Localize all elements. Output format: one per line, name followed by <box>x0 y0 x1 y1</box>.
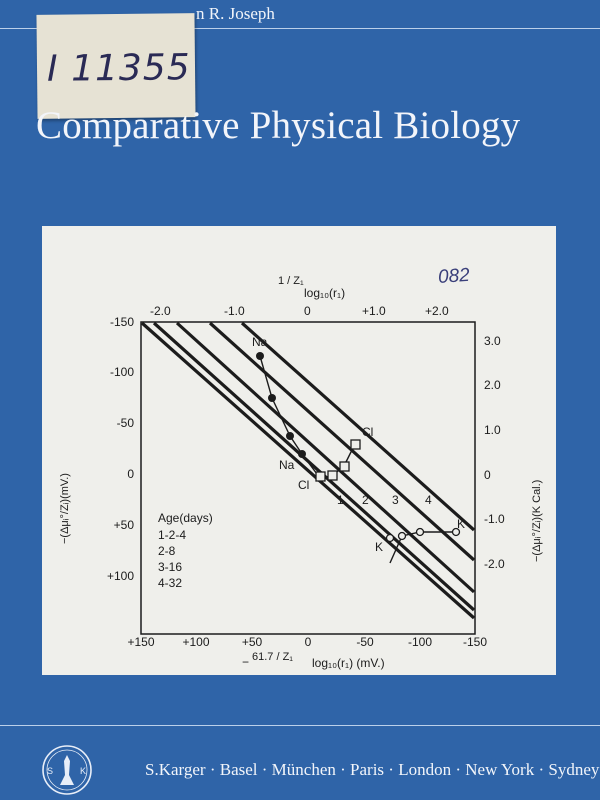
top-tick: +2.0 <box>425 304 449 318</box>
left-tick: +50 <box>114 518 135 532</box>
ion-label-k: K <box>375 540 383 554</box>
author-name: n R. Joseph <box>196 4 275 23</box>
legend-item: 4-32 <box>158 576 182 590</box>
cl-marker <box>339 461 350 472</box>
na-markers <box>256 352 306 458</box>
ion-label-k: K <box>457 517 465 531</box>
bottom-axis-fraction: 61.7 / Z₁ <box>252 651 293 663</box>
plot-frame <box>140 321 476 635</box>
left-tick: +100 <box>107 569 134 583</box>
handwritten-note: 082 <box>437 265 471 288</box>
left-tick: -100 <box>110 365 134 379</box>
cover-figure: Na Na Cl Cl K K 1 2 3 4 -2.0 -1.0 0 +1.0… <box>42 226 556 675</box>
top-tick: -1.0 <box>224 304 245 318</box>
bottom-axis-label: log₁₀(r₁) (mV.) <box>312 656 385 670</box>
bottom-rule <box>0 725 600 726</box>
right-tick: 0 <box>484 468 491 482</box>
k-markers <box>385 527 461 543</box>
line-c <box>175 321 476 594</box>
line-a <box>140 321 476 620</box>
cl-marker <box>315 471 326 482</box>
book-title: Comparative Physical Biology <box>36 104 521 147</box>
bottom-tick: 0 <box>305 635 312 649</box>
line-number: 2 <box>362 493 369 507</box>
publisher-imprint: S.Karger · Basel · München · Paris · Lon… <box>145 760 600 779</box>
right-axis: 3.0 2.0 1.0 0 -1.0 -2.0 <box>484 334 505 571</box>
legend-item: 3-16 <box>158 560 182 574</box>
left-tick: -150 <box>110 315 134 329</box>
right-tick: 3.0 <box>484 334 501 348</box>
cl-marker <box>350 439 361 450</box>
top-rule <box>0 28 600 29</box>
na-marker <box>286 432 294 440</box>
ion-label-na: Na <box>252 335 268 349</box>
k-marker <box>415 527 425 537</box>
diagonal-lines <box>140 321 476 620</box>
top-tick: -2.0 <box>150 304 171 318</box>
figure-svg: Na Na Cl Cl K K 1 2 3 4 -2.0 -1.0 0 +1.0… <box>59 265 543 670</box>
cl-path <box>319 443 356 479</box>
top-axis-fraction: 1 / Z₁ <box>278 275 304 287</box>
left-tick: 0 <box>127 467 134 481</box>
right-tick: -1.0 <box>484 512 505 526</box>
k-marker <box>451 527 461 537</box>
left-axis-label: −(Δμᵢ°/Zᵢ)(mV.) <box>59 473 71 544</box>
right-tick: 2.0 <box>484 378 501 392</box>
bottom-axis: +150 +100 +50 0 -50 -100 -150 <box>127 635 487 649</box>
bottom-tick: +150 <box>127 635 154 649</box>
k-marker <box>397 531 407 541</box>
top-axis: -2.0 -1.0 0 +1.0 +2.0 <box>150 304 449 318</box>
legend-title: Age(days) <box>158 511 213 525</box>
ion-label-cl: Cl <box>362 425 373 439</box>
na-marker <box>298 450 306 458</box>
ion-label-cl: Cl <box>298 478 309 492</box>
cl-marker <box>327 470 338 481</box>
line-b <box>152 321 476 612</box>
seal-letter: S <box>47 766 53 776</box>
cl-markers <box>315 439 361 482</box>
top-tick: +1.0 <box>362 304 386 318</box>
ion-label-na: Na <box>279 458 295 472</box>
legend: Age(days) 1-2-4 2-8 3-16 4-32 <box>158 511 213 590</box>
right-tick: -2.0 <box>484 557 505 571</box>
library-code: I 11355 <box>46 47 191 90</box>
left-axis: -150 -100 -50 0 +50 +100 <box>107 315 134 583</box>
line-number: 3 <box>392 493 399 507</box>
line-number: 1 <box>337 493 344 507</box>
seal-letter: K <box>80 766 86 776</box>
bottom-tick: -150 <box>463 635 487 649</box>
k-path <box>389 531 456 564</box>
top-tick: 0 <box>304 304 311 318</box>
bottom-axis-prefix: − <box>242 655 249 669</box>
na-marker <box>256 352 264 360</box>
legend-item: 2-8 <box>158 544 176 558</box>
bottom-tick: -50 <box>356 635 374 649</box>
line-number: 4 <box>425 493 432 507</box>
right-axis-label: −(Δμᵢ°/Zᵢ)(K Cal.) <box>531 480 543 562</box>
bottom-tick: +100 <box>182 635 209 649</box>
publisher-seal-icon: S K <box>42 745 92 795</box>
legend-item: 1-2-4 <box>158 528 186 542</box>
bottom-tick: -100 <box>408 635 432 649</box>
na-marker <box>268 394 276 402</box>
bottom-tick: +50 <box>242 635 263 649</box>
k-marker <box>385 533 395 543</box>
right-tick: 1.0 <box>484 423 501 437</box>
left-tick: -50 <box>117 416 135 430</box>
line-d <box>208 321 476 562</box>
top-axis-label: log₁₀(r₁) <box>304 286 345 300</box>
line-e <box>240 321 476 532</box>
